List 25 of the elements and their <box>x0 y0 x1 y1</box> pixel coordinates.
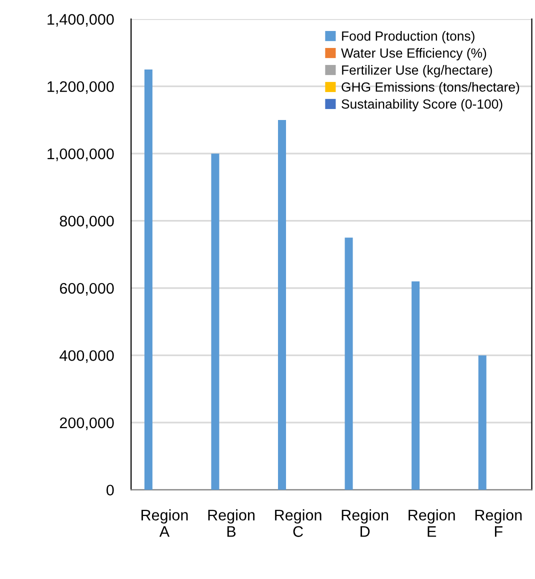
legend-label: GHG Emissions (tons/hectare) <box>342 82 520 94</box>
legend-label: Fertilizer Use (kg/hectare) <box>342 65 492 78</box>
y-tick-label: 1,200,000 <box>48 81 114 94</box>
legend-label: Water Use Efficiency (%) <box>341 48 486 60</box>
y-tick-label: 0 <box>106 484 114 496</box>
x-tick-label: Region B <box>208 509 254 537</box>
bar <box>211 154 220 490</box>
bar <box>144 70 152 490</box>
x-tick-label: Region D <box>342 509 388 537</box>
x-tick-label: Region A <box>142 509 188 537</box>
y-tick-label: 200,000 <box>60 417 114 430</box>
legend-label: Sustainability Score (0-100) <box>342 99 502 112</box>
bar <box>344 238 353 490</box>
y-tick-label: 1,000,000 <box>48 148 114 162</box>
y-tick-label: 800,000 <box>60 216 114 228</box>
y-tick-label: 600,000 <box>60 282 114 296</box>
x-tick-label: Region F <box>475 509 522 537</box>
bar <box>478 355 486 490</box>
y-tick-label: 1,400,000 <box>48 14 114 27</box>
bar <box>278 120 286 490</box>
y-tick-label: 400,000 <box>60 350 114 363</box>
bar <box>412 281 420 490</box>
x-tick-label: Region C <box>275 509 322 537</box>
x-tick-label: Region E <box>408 509 455 537</box>
legend-label: Food Production (tons) <box>342 31 474 44</box>
